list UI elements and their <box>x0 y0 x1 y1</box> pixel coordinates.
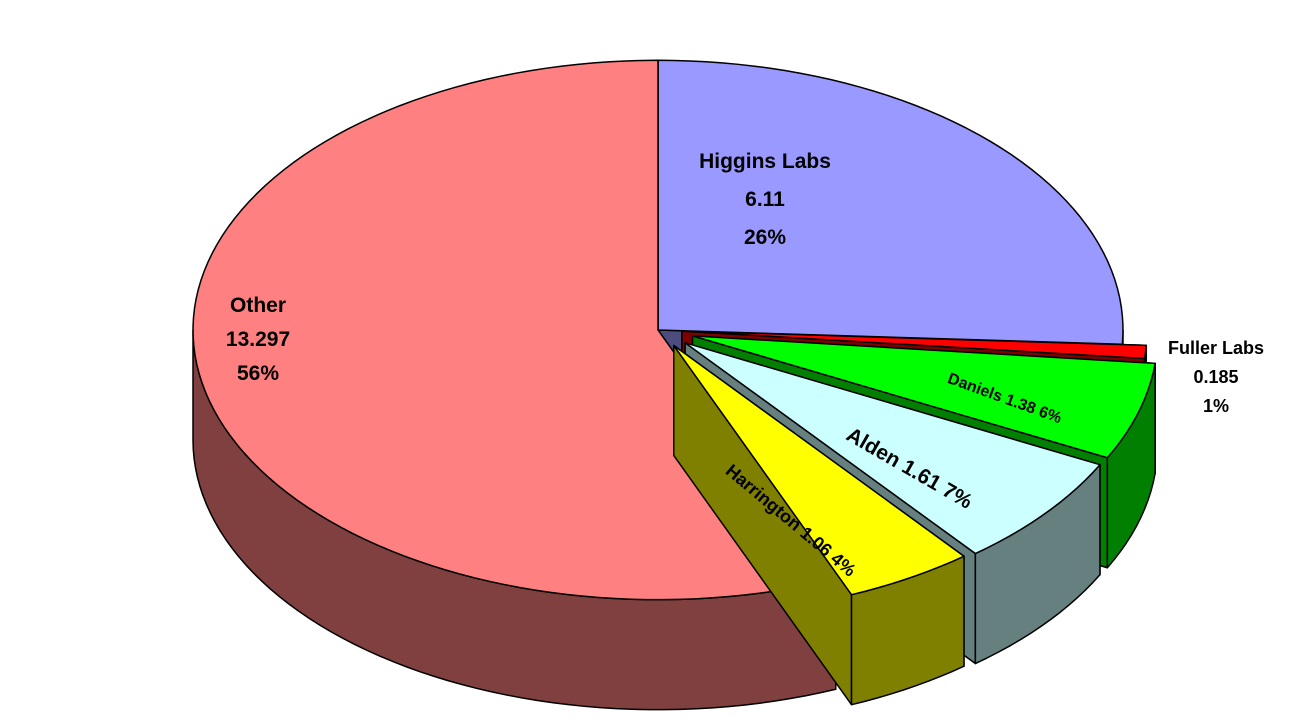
slice-top <box>657 59 1124 346</box>
pie-slice-harrington <box>673 344 965 706</box>
slice-top <box>192 59 837 601</box>
pie-slices-layer <box>192 59 1156 711</box>
slice-label-higgins-labs: Higgins Labs 6.11 26% <box>699 150 831 249</box>
slice-top <box>684 342 1101 555</box>
slice-label-fuller-labs: Fuller Labs 0.185 1% <box>1168 338 1264 416</box>
slice-top <box>691 335 1156 459</box>
slice-label-other: Other 13.297 56% <box>226 294 290 385</box>
slice-top <box>673 344 965 596</box>
slice-top <box>681 330 1148 360</box>
